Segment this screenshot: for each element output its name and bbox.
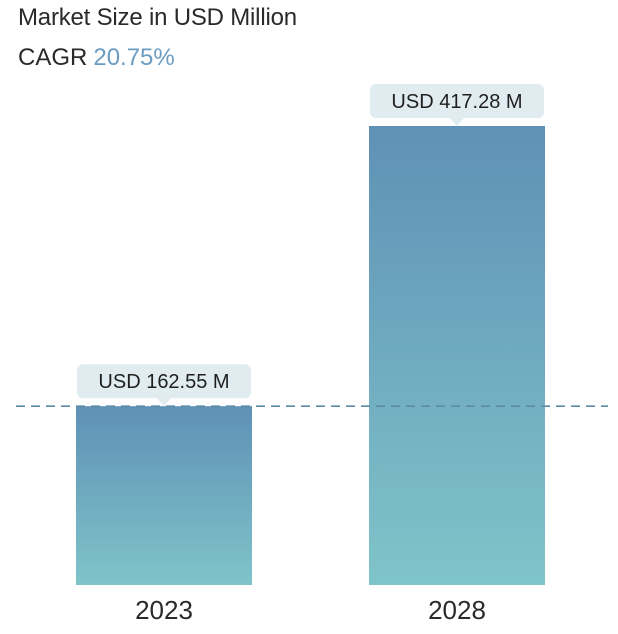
data-label: USD 162.55 M xyxy=(98,371,229,393)
cagr-label: CAGR xyxy=(18,44,88,71)
cagr-row: CAGR 20.75% xyxy=(18,42,297,74)
cagr-value: 20.75% xyxy=(93,44,175,71)
callout-box xyxy=(77,364,251,399)
bar-2023 xyxy=(76,406,252,585)
data-label: USD 417.28 M xyxy=(391,91,522,113)
callout-pointer xyxy=(450,118,464,126)
bar-2028 xyxy=(369,126,545,585)
callout-pointer xyxy=(157,398,171,407)
x-tick-label: 2028 xyxy=(428,595,486,625)
data-label-callout-2028: USD 417.28 M xyxy=(370,84,544,126)
chart-header: Market Size in USD Million CAGR 20.75% xyxy=(18,2,297,74)
callout-box xyxy=(370,84,544,118)
x-tick-label: 2023 xyxy=(135,595,193,625)
chart-title: Market Size in USD Million xyxy=(18,4,297,31)
data-label-callout-2023: USD 162.55 M xyxy=(77,364,251,407)
chart-marks: USD 162.55 M USD 417.28 M 2023 2028 xyxy=(16,84,608,625)
